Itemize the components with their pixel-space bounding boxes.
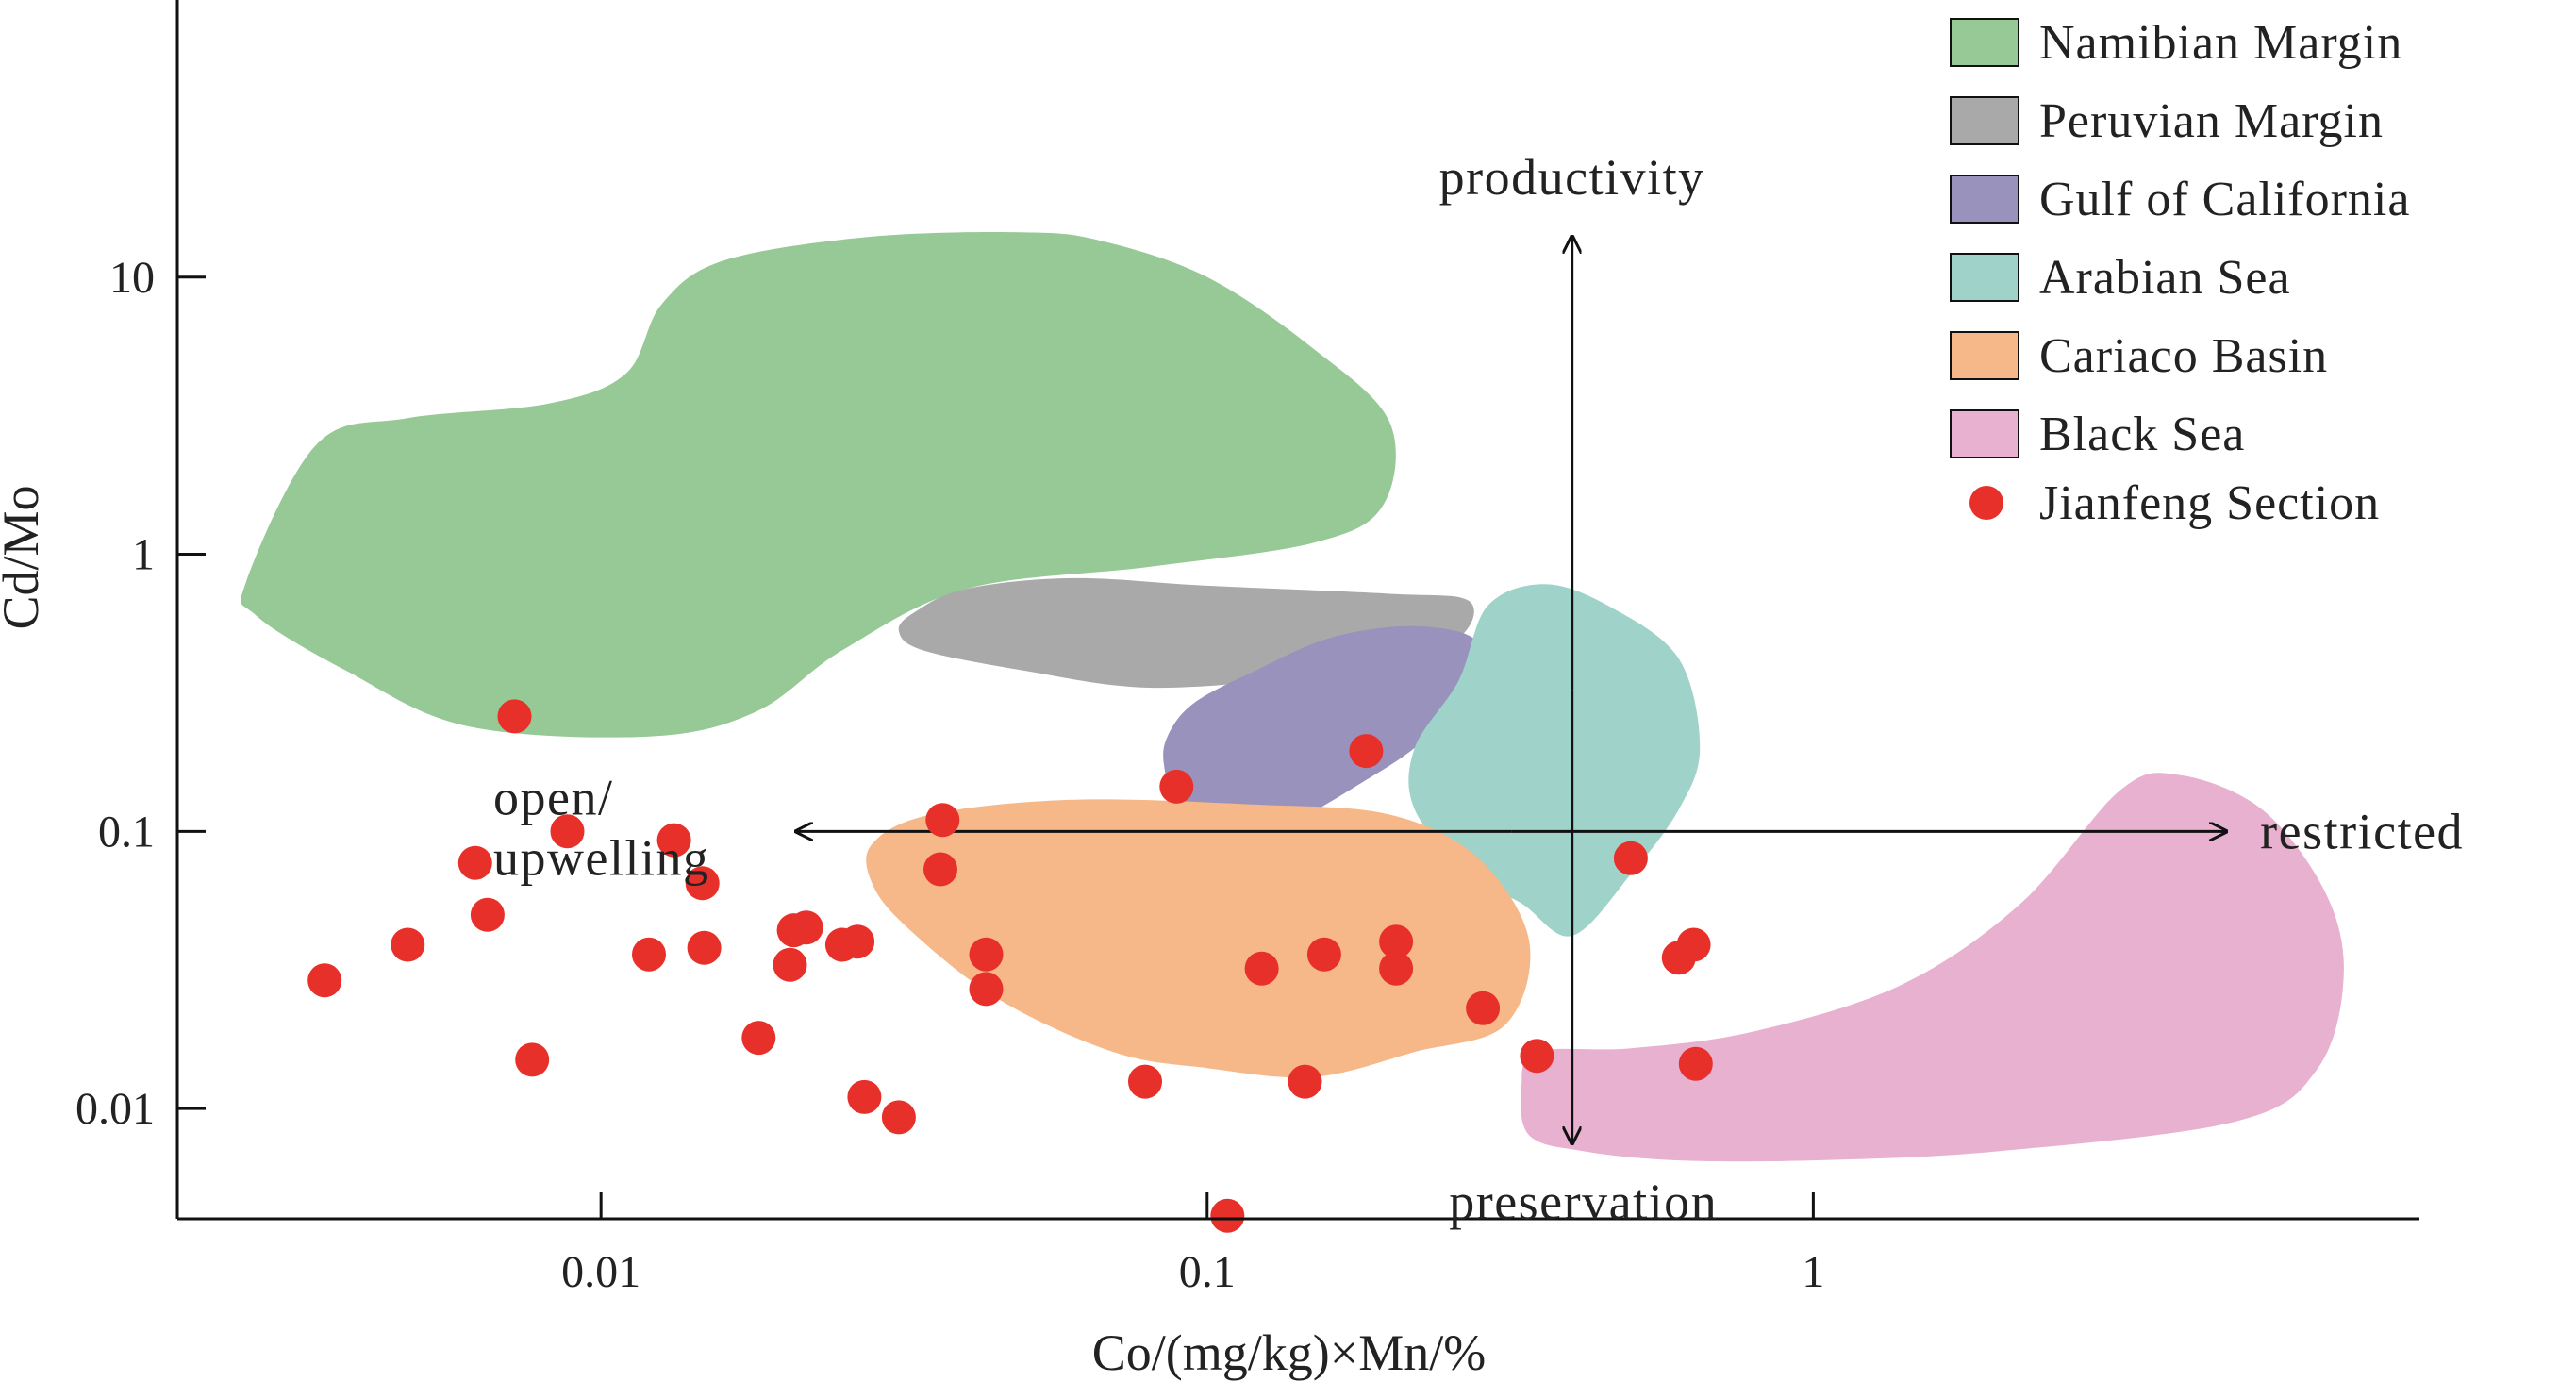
data-point [1128, 1064, 1162, 1099]
legend-swatch-black-sea [1950, 409, 2019, 458]
data-point [632, 937, 666, 972]
data-point [1379, 951, 1414, 986]
data-point [789, 910, 823, 945]
legend-label-cariaco-basin: Cariaco Basin [2039, 329, 2328, 383]
data-point [687, 930, 722, 965]
x-tick-label: 0.01 [561, 1247, 640, 1297]
legend-label-black-sea: Black Sea [2039, 408, 2245, 461]
interpretation-arrows [796, 237, 2226, 1143]
data-point [457, 845, 492, 880]
data-point [1306, 937, 1341, 972]
x-tick-label: 0.1 [1179, 1247, 1236, 1297]
field-black-sea [1521, 773, 2344, 1162]
field-regions [241, 232, 2344, 1162]
data-point [1379, 924, 1414, 959]
data-point [923, 852, 957, 887]
legend-label-namibian-margin: Namibian Margin [2039, 16, 2402, 70]
y-tick-label: 1 [132, 530, 155, 580]
annotation-productivity: productivity [1439, 149, 1705, 206]
annotation-restricted: restricted [2260, 803, 2464, 859]
data-point [1678, 1046, 1713, 1081]
legend-swatch-gulf-of-california [1950, 175, 2019, 224]
data-point [969, 972, 1004, 1007]
data-point [1520, 1039, 1554, 1074]
data-point [497, 699, 532, 734]
data-point [847, 1079, 882, 1114]
data-point [391, 927, 425, 962]
field-cariaco-basin [866, 799, 1531, 1078]
x-tick-label: 1 [1802, 1247, 1824, 1297]
legend-swatch-cariaco-basin [1950, 331, 2019, 380]
legend-label-peruvian-margin: Peruvian Margin [2039, 94, 2384, 148]
legend-label-jianfeng-section: Jianfeng Section [2039, 476, 2380, 530]
field-gulf-of-california [1163, 625, 1483, 839]
field-namibian-margin [241, 232, 1396, 738]
data-point [1288, 1064, 1322, 1099]
legend-swatch-arabian-sea [1950, 253, 2019, 302]
data-point [1210, 1198, 1245, 1233]
y-axis-label: Cd/Mo [0, 485, 49, 629]
data-point [969, 937, 1004, 972]
legend: Namibian Margin Peruvian Margin Gulf of Ca… [1950, 16, 2410, 530]
data-point [741, 1021, 776, 1056]
annotation-open-line2: upwelling [493, 829, 709, 886]
data-point [773, 947, 807, 982]
data-point [881, 1100, 916, 1135]
y-tick-label: 0.1 [98, 807, 155, 857]
data-point [1159, 769, 1194, 804]
data-point [307, 963, 342, 998]
legend-label-gulf-of-california: Gulf of California [2039, 173, 2410, 226]
data-point [1244, 951, 1279, 986]
data-point [925, 803, 960, 838]
data-point [515, 1042, 550, 1077]
legend-swatch-peruvian-margin [1950, 96, 2019, 145]
data-point [550, 814, 585, 849]
axes: 0.01 0.1 1 0.01 0.1 1 10 Co/(mg/kg)×Mn/% Cd/Mo [0, 0, 2419, 1381]
data-point [685, 866, 720, 901]
data-point [840, 924, 875, 959]
annotations: productivity preservation open/upwelling re… [493, 149, 2464, 1230]
data-point [1466, 991, 1501, 1025]
annotation-preservation: preservation [1449, 1174, 1718, 1230]
annotation-open-line1: open/ [493, 769, 613, 825]
y-tick-label: 0.01 [75, 1084, 155, 1134]
x-axis-label: Co/(mg/kg)×Mn/% [1092, 1324, 1486, 1381]
legend-label-arabian-sea: Arabian Sea [2039, 251, 2291, 305]
data-points [307, 699, 1713, 1233]
data-point [1613, 841, 1648, 875]
legend-swatch-namibian-margin [1950, 18, 2019, 67]
y-tick-label: 10 [109, 253, 155, 303]
data-point [470, 897, 505, 932]
data-point [656, 823, 691, 858]
data-point [1676, 927, 1711, 962]
legend-marker-jianfeng-section [1969, 486, 2003, 520]
data-point [1349, 734, 1384, 769]
